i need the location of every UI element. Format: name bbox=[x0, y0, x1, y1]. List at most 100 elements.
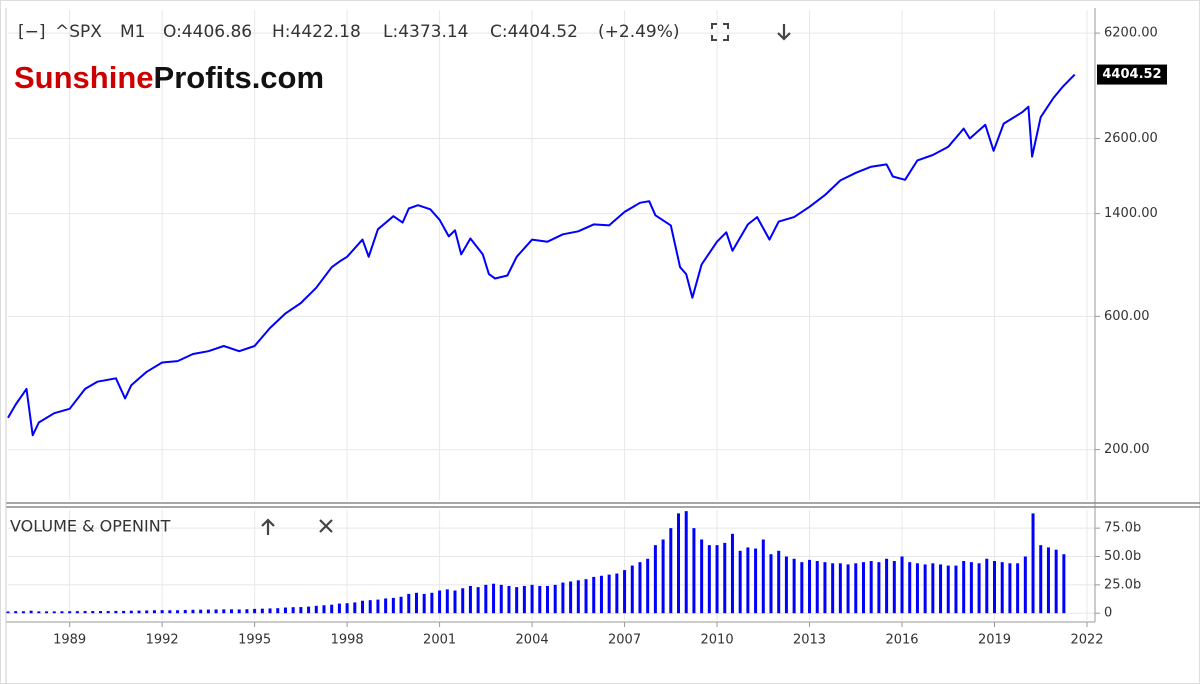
volume-bar bbox=[792, 558, 796, 614]
volume-bar bbox=[422, 593, 426, 614]
volume-bar bbox=[861, 562, 865, 614]
volume-bar bbox=[37, 611, 41, 614]
volume-bar bbox=[129, 610, 133, 614]
volume-bar bbox=[846, 564, 850, 614]
volume-bar bbox=[684, 511, 688, 614]
volume-bar bbox=[784, 556, 788, 614]
volume-bar bbox=[106, 611, 110, 614]
volume-bar bbox=[337, 603, 341, 614]
y-tick-label: 75.0b bbox=[1104, 521, 1141, 536]
volume-bar bbox=[892, 561, 896, 614]
volume-bar bbox=[68, 611, 72, 614]
volume-bar bbox=[869, 561, 873, 614]
volume-bar bbox=[237, 609, 241, 614]
header-item: O:4406.86 bbox=[163, 22, 252, 42]
volume-bar bbox=[738, 550, 742, 614]
volume-bar bbox=[14, 611, 18, 614]
volume-bar bbox=[29, 610, 33, 614]
volume-bar bbox=[607, 574, 611, 614]
volume-bar bbox=[553, 584, 557, 614]
volume-bar bbox=[915, 563, 919, 614]
volume-bar bbox=[700, 539, 704, 614]
volume-bar bbox=[746, 547, 750, 614]
volume-bar bbox=[476, 587, 480, 614]
volume-bar bbox=[977, 563, 981, 614]
x-tick-label: 2016 bbox=[885, 633, 918, 648]
volume-bar bbox=[931, 563, 935, 614]
volume-bar bbox=[1016, 563, 1020, 614]
volume-bar bbox=[345, 603, 349, 614]
y-tick-label: 200.00 bbox=[1104, 442, 1150, 457]
volume-bar bbox=[538, 585, 542, 614]
current-price-box bbox=[1097, 64, 1167, 85]
volume-bar bbox=[515, 587, 519, 614]
header-item: (+2.49%) bbox=[598, 22, 680, 42]
volume-bar bbox=[815, 561, 819, 614]
y-tick-label: 0 bbox=[1104, 606, 1112, 621]
volume-bar bbox=[885, 558, 889, 614]
volume-bar bbox=[576, 580, 580, 614]
volume-bar bbox=[1046, 547, 1050, 614]
volume-bar bbox=[730, 533, 734, 614]
x-tick-label: 1995 bbox=[238, 633, 271, 648]
volume-bar bbox=[361, 600, 365, 614]
volume-bar bbox=[499, 584, 503, 614]
close-icon[interactable] bbox=[319, 519, 333, 533]
volume-bar bbox=[399, 596, 403, 614]
volume-bar bbox=[993, 561, 997, 614]
volume-bar bbox=[453, 590, 457, 614]
x-tick-label: 2010 bbox=[701, 633, 734, 648]
volume-bar bbox=[114, 610, 118, 614]
volume-bar bbox=[268, 608, 272, 614]
fullscreen-icon[interactable] bbox=[711, 23, 729, 41]
x-tick-label: 2019 bbox=[978, 633, 1011, 648]
move-up-icon[interactable] bbox=[261, 518, 275, 535]
current-price-label: 4404.52 bbox=[1102, 67, 1161, 82]
volume-bar bbox=[854, 563, 858, 614]
volume-bar bbox=[245, 609, 249, 614]
logo-part: Profits.com bbox=[154, 60, 325, 95]
header-item: C:4404.52 bbox=[490, 22, 578, 42]
grid bbox=[8, 10, 1095, 620]
volume-bar bbox=[985, 558, 989, 614]
header: [−] ^SPX M1 O:4406.86 H:4422.18 L:4373.14 C:44… bbox=[18, 22, 680, 42]
volume-bar bbox=[91, 611, 95, 614]
panel-title: VOLUME & OPENINT bbox=[10, 517, 171, 536]
volume-bar bbox=[592, 576, 596, 614]
volume-bar bbox=[561, 582, 565, 614]
volume-bar bbox=[777, 550, 781, 614]
volume-bar bbox=[391, 597, 395, 614]
volume-bar bbox=[692, 528, 696, 614]
volume-bar bbox=[183, 610, 187, 614]
logo: SunshineProfits.com bbox=[14, 60, 324, 95]
y-tick-label: 2600.00 bbox=[1104, 131, 1158, 146]
volume-bar bbox=[191, 609, 195, 614]
volume-bar bbox=[1008, 563, 1012, 614]
y-tick-label: 50.0b bbox=[1104, 549, 1141, 564]
volume-bar bbox=[638, 562, 642, 614]
volume-bar bbox=[307, 606, 311, 614]
volume-bar bbox=[522, 585, 526, 614]
volume-bar bbox=[1000, 562, 1004, 614]
volume-bar bbox=[530, 584, 534, 614]
volume-bar bbox=[584, 579, 588, 614]
x-tick-label: 2004 bbox=[516, 633, 549, 648]
volume-bar bbox=[461, 588, 465, 614]
volume-bar bbox=[1031, 513, 1035, 614]
volume-bar bbox=[599, 575, 603, 614]
volume-bar bbox=[445, 589, 449, 614]
volume-bar bbox=[276, 608, 280, 614]
volume-bar bbox=[838, 563, 842, 614]
volume-bar bbox=[230, 609, 234, 614]
volume-bar bbox=[800, 562, 804, 614]
volume-bar bbox=[677, 513, 681, 614]
volume-bar bbox=[414, 592, 418, 614]
x-tick-label: 2013 bbox=[793, 633, 826, 648]
volume-bar bbox=[492, 583, 496, 614]
download-icon[interactable] bbox=[777, 24, 791, 41]
volume-bar bbox=[653, 545, 657, 614]
volume-bar bbox=[646, 558, 650, 614]
x-tick-label: 1992 bbox=[146, 633, 179, 648]
